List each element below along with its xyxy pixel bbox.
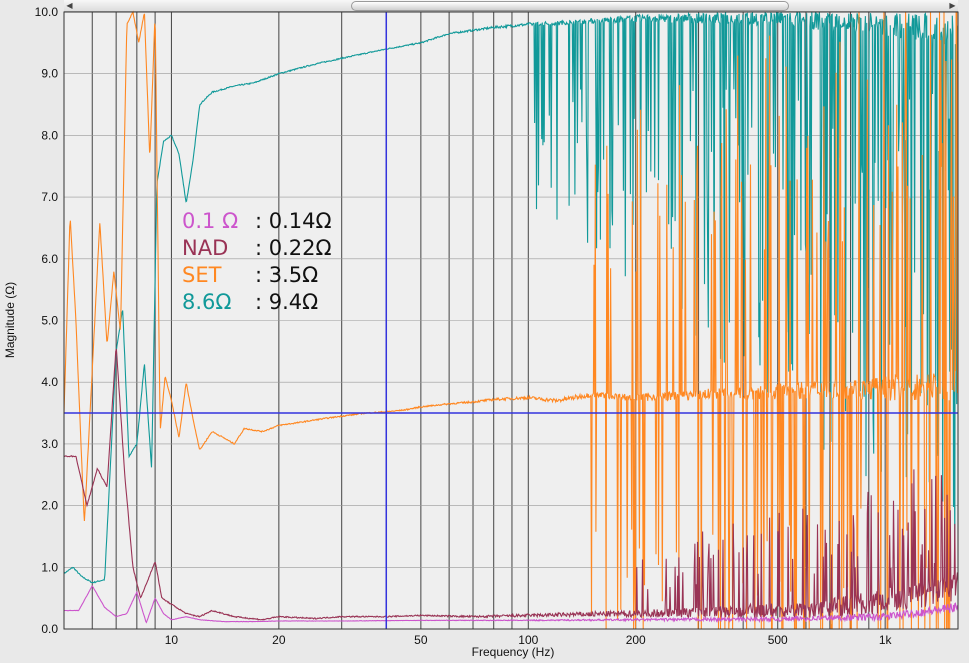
legend-entry-value: : 3.5Ω	[255, 263, 318, 287]
series-line-nad	[63, 348, 959, 621]
scrollbar-thumb[interactable]	[351, 1, 789, 11]
y-tick-label: 10.0	[35, 5, 59, 19]
x-axis-label: Frequency (Hz)	[472, 645, 555, 659]
grid	[64, 11, 958, 630]
legend-entry-name: 8.6Ω	[182, 290, 231, 314]
x-tick-label: 1k	[879, 633, 893, 647]
legend-entry-value: : 9.4Ω	[255, 290, 318, 314]
y-tick-label: 1.0	[41, 560, 58, 574]
legend-entry-name: SET	[182, 263, 222, 287]
legend-entry-name: 0.1 Ω	[182, 209, 238, 233]
cursor-layer	[64, 12, 958, 629]
series-layer	[63, 10, 959, 630]
x-tick-label: 10	[165, 633, 179, 647]
x-tick-label: 100	[518, 633, 538, 647]
plot-frame	[63, 11, 959, 630]
series-line-set	[63, 10, 959, 630]
y-tick-label: 8.0	[41, 128, 58, 142]
y-tick-label: 9.0	[41, 67, 58, 81]
series-line-01	[63, 585, 959, 624]
legend: 0.1 Ω : 0.14Ω NAD : 0.22Ω SET : 3.5Ω 8.6Ω : 9.4…	[182, 209, 332, 314]
y-axis-ticks: 0.0 1.0 2.0 3.0 4.0 5.0 6.0 7.0 8.0 9.0 10.0	[35, 5, 59, 636]
x-tick-label: 20	[272, 633, 286, 647]
y-tick-label: 7.0	[41, 190, 58, 204]
scroll-left-arrow-icon[interactable]: ◀	[66, 1, 73, 10]
y-tick-label: 2.0	[41, 499, 58, 513]
y-tick-label: 0.0	[41, 622, 58, 636]
legend-entry-name: NAD	[182, 236, 228, 260]
x-tick-label: 200	[626, 633, 646, 647]
y-tick-label: 3.0	[41, 437, 58, 451]
y-tick-label: 5.0	[41, 314, 58, 328]
y-axis-label: Magnitude (Ω)	[3, 282, 17, 358]
x-tick-label: 50	[414, 633, 428, 647]
x-axis-ticks: 10 20 50 100 200 500 1k	[165, 633, 893, 647]
legend-entry-value: : 0.14Ω	[255, 209, 332, 233]
series-line-86	[63, 11, 959, 584]
x-tick-label: 500	[768, 633, 788, 647]
scroll-right-arrow-icon[interactable]: ▶	[949, 1, 956, 10]
legend-entry-value: : 0.22Ω	[255, 236, 332, 260]
y-tick-label: 6.0	[41, 252, 58, 266]
y-tick-label: 4.0	[41, 375, 58, 389]
